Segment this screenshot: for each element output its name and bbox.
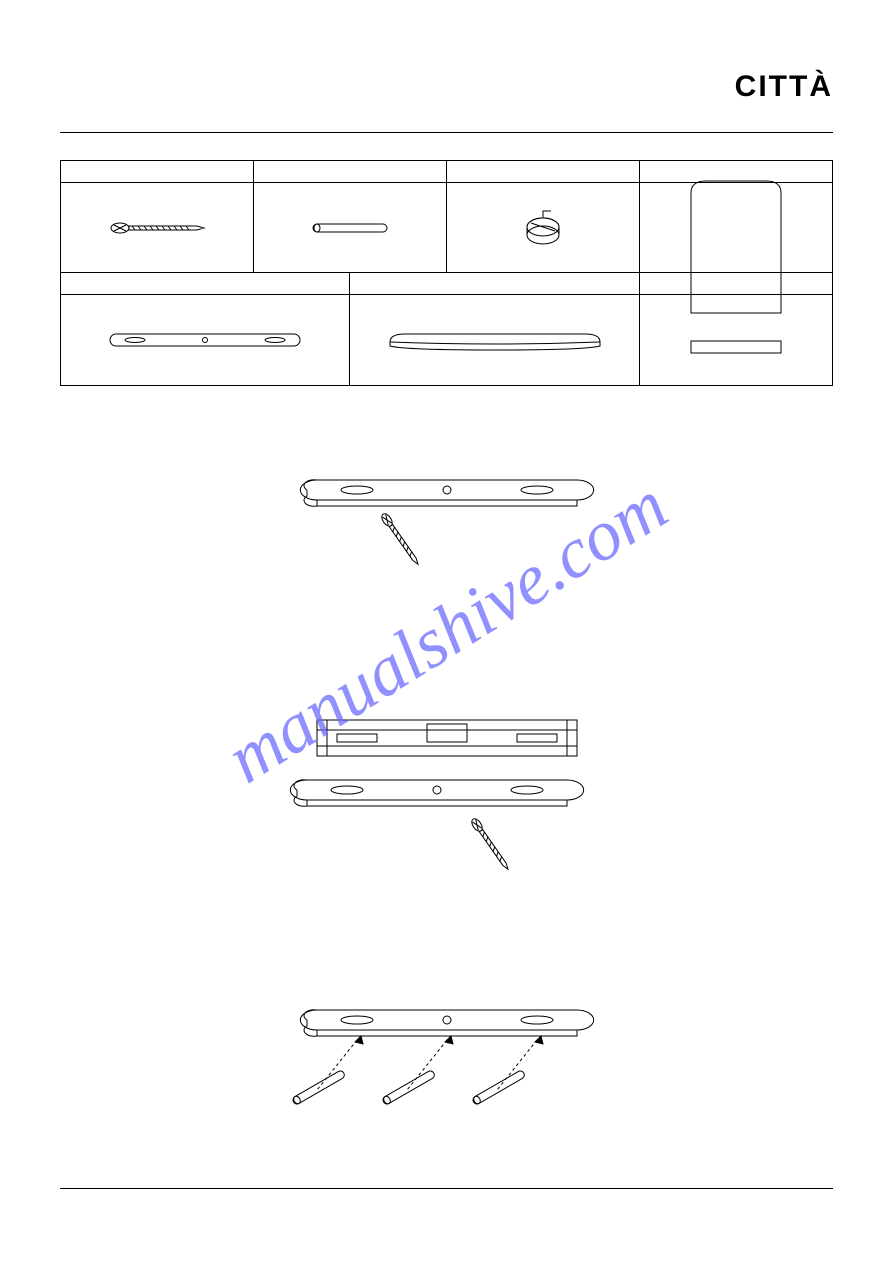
step-2-bracket-rail [267,710,627,890]
table-row [61,295,832,385]
shelf-handle-icon [375,320,615,360]
page-content: CITTÀ [60,70,833,1213]
divider-top [60,132,833,133]
bracket-with-screw-icon [277,460,617,580]
table-row [61,183,832,273]
table-header-row [61,273,832,295]
cam-lock-icon [513,203,573,253]
mounting-bracket-icon [95,320,315,360]
step-3-bracket-dowels [257,990,637,1150]
bracket-on-rail-icon [267,710,627,890]
dowel-pin-icon [295,208,405,248]
brand-logo: CITTÀ [735,70,833,104]
divider-bottom [60,1188,833,1189]
parts-table [60,160,833,386]
bracket-with-dowels-icon [257,990,637,1150]
step-1-bracket-screw [277,460,617,580]
screw-icon [102,208,212,248]
